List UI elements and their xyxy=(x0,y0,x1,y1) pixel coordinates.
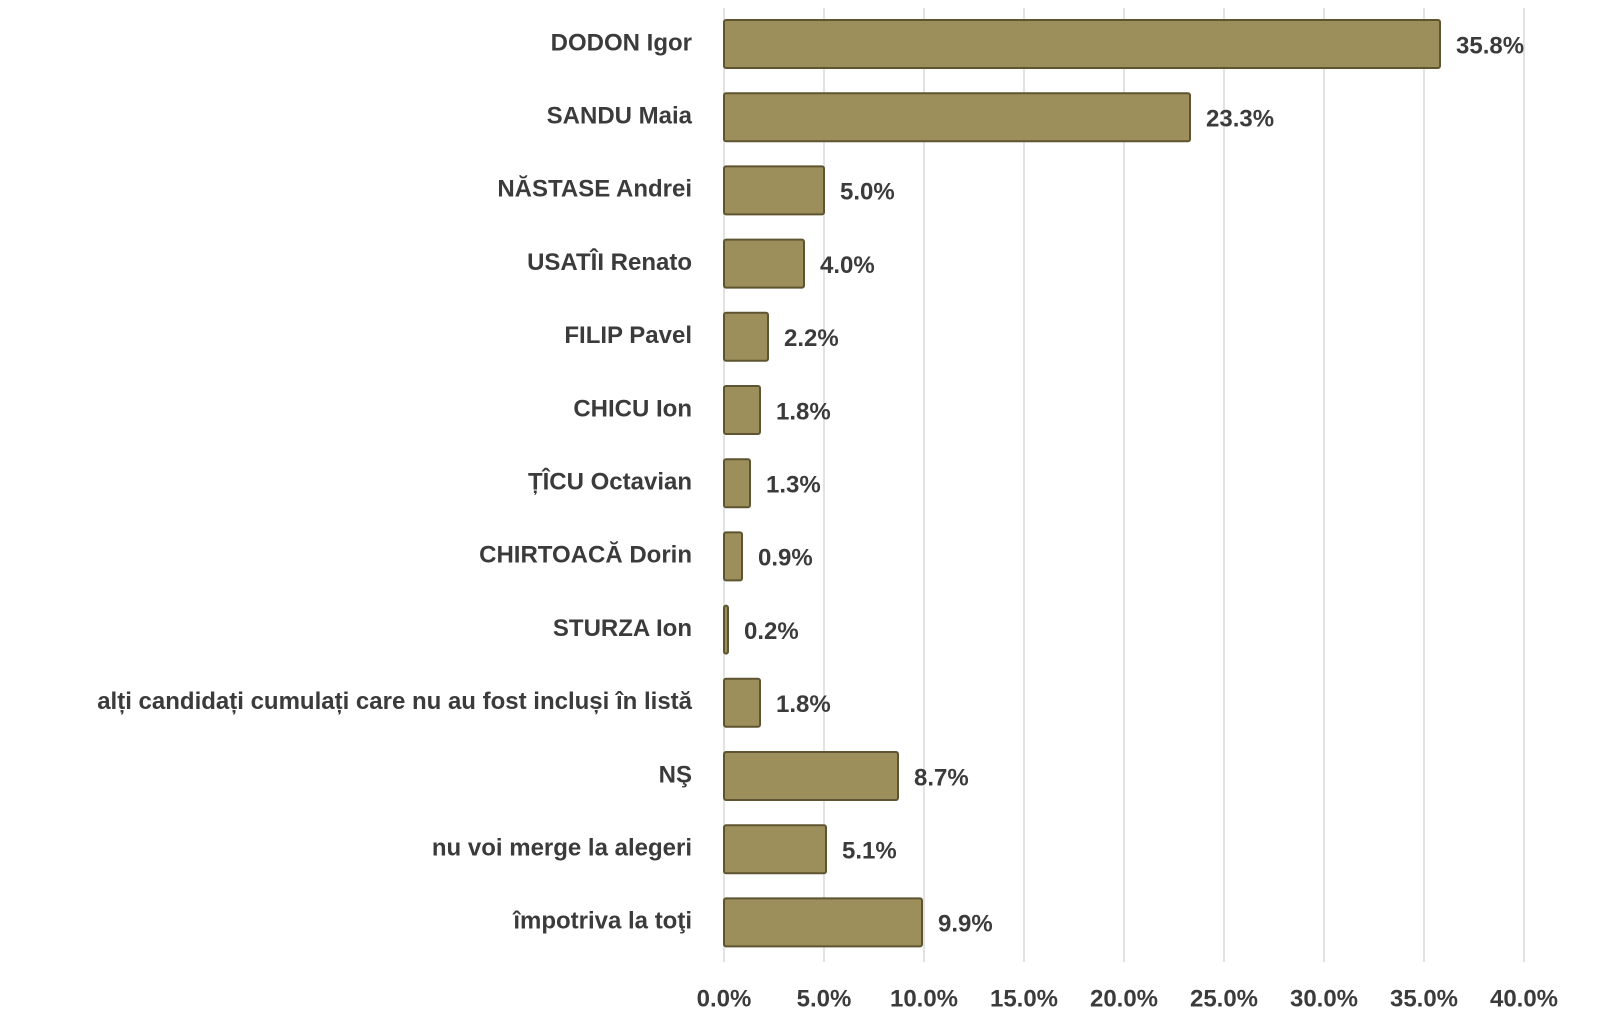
value-label: 2.2% xyxy=(784,325,839,352)
value-label: 5.1% xyxy=(842,838,897,865)
y-tick-label: NŞ xyxy=(659,761,692,788)
y-tick-label: SANDU Maia xyxy=(547,103,693,130)
x-tick-label: 10.0% xyxy=(890,985,958,1012)
bar xyxy=(723,385,761,435)
bar xyxy=(723,238,805,289)
bar xyxy=(723,751,899,801)
y-tick-label: CHICU Ion xyxy=(573,395,692,422)
x-tick-label: 15.0% xyxy=(990,985,1058,1012)
bar xyxy=(723,19,1441,69)
y-tick-label: FILIP Pavel xyxy=(564,322,692,349)
bar xyxy=(723,677,761,728)
x-tick-label: 30.0% xyxy=(1290,985,1358,1012)
x-tick-label: 25.0% xyxy=(1190,985,1258,1012)
bar xyxy=(723,311,769,362)
bar xyxy=(723,604,729,655)
y-tick-label: USATÎI Renato xyxy=(527,248,692,276)
value-label: 0.2% xyxy=(744,618,799,645)
y-tick-label: nu voi merge la alegeri xyxy=(432,835,692,862)
bar xyxy=(723,165,825,216)
y-tick-label: STURZA Ion xyxy=(553,615,692,642)
value-label: 1.8% xyxy=(776,691,831,718)
x-tick-label: 5.0% xyxy=(797,985,852,1012)
y-tick-label: DODON Igor xyxy=(551,29,692,56)
bar xyxy=(723,897,923,948)
x-tick-label: 0.0% xyxy=(697,985,752,1012)
bar xyxy=(723,531,743,582)
y-tick-label: alți candidați cumulați care nu au fost … xyxy=(97,688,692,715)
y-tick-label: împotriva la toţi xyxy=(512,908,692,935)
value-label: 1.8% xyxy=(776,398,831,425)
value-label: 0.9% xyxy=(758,545,813,572)
bar xyxy=(723,824,827,875)
x-tick-label: 40.0% xyxy=(1490,985,1558,1012)
value-label: 4.0% xyxy=(820,252,875,279)
bar xyxy=(723,92,1191,143)
value-label: 1.3% xyxy=(766,472,821,499)
value-label: 35.8% xyxy=(1456,32,1524,59)
value-label: 23.3% xyxy=(1206,106,1274,133)
y-tick-label: ȚÎCU Octavian xyxy=(528,468,692,496)
value-label: 9.9% xyxy=(938,911,993,938)
y-tick-label: NĂSTASE Andrei xyxy=(497,175,692,203)
bar xyxy=(723,458,751,509)
value-label: 8.7% xyxy=(914,764,969,791)
y-tick-label: CHIRTOACĂ Dorin xyxy=(479,541,692,569)
x-tick-label: 35.0% xyxy=(1390,985,1458,1012)
value-label: 5.0% xyxy=(840,179,895,206)
x-tick-label: 20.0% xyxy=(1090,985,1158,1012)
